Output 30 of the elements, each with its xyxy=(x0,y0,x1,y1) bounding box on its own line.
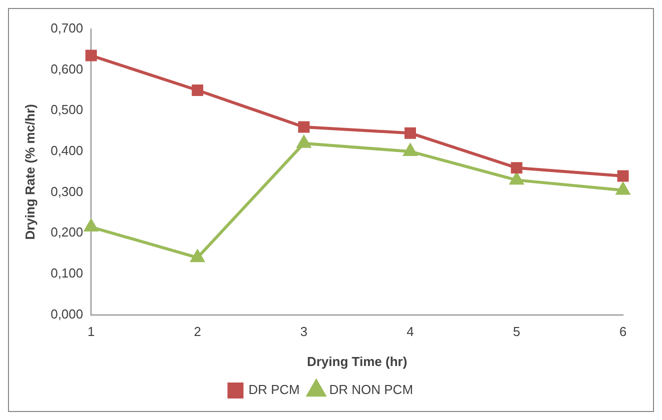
point xyxy=(298,121,310,133)
x-tick-label: 5 xyxy=(513,324,520,340)
y-tick-label: 0,500 xyxy=(50,102,84,118)
point xyxy=(510,172,524,185)
x-tick-label: 4 xyxy=(406,324,414,340)
x-tick-label: 6 xyxy=(619,324,627,340)
legend-label: DR NON PCM xyxy=(329,382,414,398)
y-tick-label: 0,400 xyxy=(50,143,84,158)
point xyxy=(297,136,311,148)
y-tick-label: 0,700 xyxy=(50,20,84,36)
legend-label: DR PCM xyxy=(248,382,300,398)
x-tick-label: 1 xyxy=(88,324,95,340)
point xyxy=(617,170,629,182)
x-tick-label: 3 xyxy=(300,324,308,340)
y-tick-label: 0,200 xyxy=(50,224,84,240)
y-axis-title: Drying Rate (% mc/hr) xyxy=(22,104,38,240)
point xyxy=(404,127,416,139)
y-tick-label: 0,600 xyxy=(50,61,84,76)
y-tick-label: 0,300 xyxy=(50,184,84,199)
point xyxy=(404,144,417,156)
point xyxy=(192,84,204,96)
y-tick-label: 0,000 xyxy=(50,306,84,322)
x-axis-title: Drying Time (hr) xyxy=(306,354,408,369)
y-tick-label: 0,100 xyxy=(50,266,84,281)
point xyxy=(510,162,522,174)
point xyxy=(616,182,630,195)
point xyxy=(84,220,98,232)
x-tick-label: 2 xyxy=(194,324,202,340)
point xyxy=(190,250,204,262)
point xyxy=(85,50,97,62)
